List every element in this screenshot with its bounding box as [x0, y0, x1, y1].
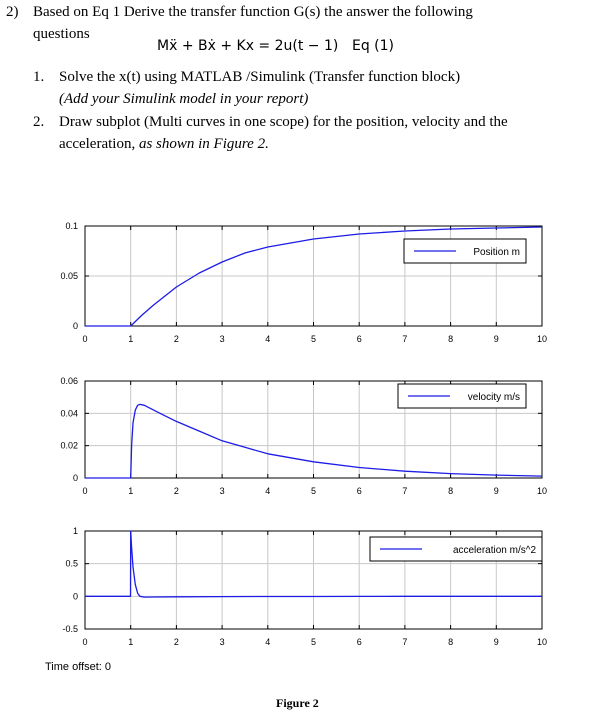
- x-tick-label: 10: [537, 486, 547, 496]
- legend: acceleration m/s^2: [369, 536, 543, 562]
- x-tick-label: 4: [265, 486, 270, 496]
- x-tick-label: 9: [494, 637, 499, 647]
- x-tick-label: 8: [448, 637, 453, 647]
- x-tick-label: 0: [82, 334, 87, 344]
- y-tick-label: 0.5: [65, 559, 78, 569]
- y-tick-label: 0.04: [60, 408, 78, 418]
- legend-label: acceleration m/s^2: [453, 545, 537, 556]
- y-tick-label: -0.5: [62, 624, 78, 634]
- series-line-1: [85, 226, 543, 327]
- item-1-text: Solve the x(t) using MATLAB /Simulink (T…: [59, 69, 461, 85]
- x-tick-label: 7: [402, 334, 407, 344]
- x-tick-label: 5: [311, 486, 316, 496]
- y-tick-label: 0: [73, 321, 78, 331]
- time-offset-value: 0: [104, 661, 112, 673]
- figure-caption: Figure 2: [276, 696, 319, 710]
- x-tick-label: 6: [357, 334, 362, 344]
- item-2-text-italic: as shown in Figure 2.: [138, 136, 269, 152]
- equation-label: Eq (1): [352, 38, 395, 54]
- equation: Mẍ + Bẋ + Kx = 2u(t − 1): [157, 38, 339, 54]
- x-tick-label: 3: [220, 637, 225, 647]
- series-line-1: [85, 403, 543, 479]
- time-offset: Time offset: 0: [45, 661, 111, 673]
- subplot-2: 0 1 2 3 4 5 6 7 8 9 10 0 0.02 0.04 0.06 velocity m/s: [60, 376, 547, 496]
- x-tick-label: 0: [82, 486, 87, 496]
- y-tick-label: 0.02: [60, 441, 78, 451]
- x-tick-label: 1: [128, 637, 133, 647]
- x-tick-label: 10: [537, 637, 547, 647]
- x-tick-label: 1: [128, 486, 133, 496]
- question-line-2: questions: [33, 26, 90, 42]
- x-tick-label: 6: [357, 637, 362, 647]
- item-2-number: 2.: [33, 114, 45, 130]
- y-tick-label: 0.05: [60, 271, 78, 281]
- y-tick-label: 0.06: [60, 376, 78, 386]
- y-tick-label: 1: [73, 526, 78, 536]
- subplot-1: 0 1 2 3 4 5 6 7 8 9 10 0 0.05 0.1 Position m: [60, 221, 547, 344]
- x-tick-label: 2: [174, 637, 179, 647]
- legend: velocity m/s: [397, 383, 527, 409]
- x-tick-label: 7: [402, 486, 407, 496]
- x-tick-label: 2: [174, 486, 179, 496]
- y-tick-label: 0: [73, 591, 78, 601]
- item-2-text-plain: acceleration,: [59, 136, 139, 152]
- x-tick-label: 8: [448, 486, 453, 496]
- subplot-3: 0 1 2 3 4 5 6 7 8 9 10 -0.5 0 0.5 1 acceleration m/s^2: [62, 526, 547, 647]
- legend-box: [369, 536, 543, 562]
- legend-label: Position m: [473, 247, 520, 258]
- x-tick-label: 1: [128, 334, 133, 344]
- x-tick-label: 4: [265, 334, 270, 344]
- x-tick-label: 3: [220, 486, 225, 496]
- x-tick-label: 9: [494, 334, 499, 344]
- x-tick-label: 10: [537, 334, 547, 344]
- x-tick-label: 6: [357, 486, 362, 496]
- x-tick-label: 4: [265, 637, 270, 647]
- x-tick-label: 7: [402, 637, 407, 647]
- question-number: 2): [6, 4, 19, 20]
- x-tick-label: 5: [311, 334, 316, 344]
- item-1-number: 1.: [33, 69, 45, 85]
- y-tick-label: 0.1: [65, 221, 78, 231]
- series-line-1: [85, 530, 542, 598]
- legend-label: velocity m/s: [468, 392, 520, 403]
- x-tick-label: 2: [174, 334, 179, 344]
- x-tick-label: 8: [448, 334, 453, 344]
- item-1-subtext: (Add your Simulink model in your report): [59, 91, 309, 107]
- x-tick-label: 9: [494, 486, 499, 496]
- time-offset-label: Time offset:: [45, 661, 102, 673]
- x-tick-label: 3: [220, 334, 225, 344]
- x-tick-label: 5: [311, 637, 316, 647]
- x-tick-label: 0: [82, 637, 87, 647]
- y-tick-label: 0: [73, 473, 78, 483]
- question-line-1: Based on Eq 1 Derive the transfer functi…: [33, 4, 473, 20]
- item-2-text-line-2: acceleration, as shown in Figure 2.: [59, 136, 269, 153]
- legend: Position m: [403, 238, 527, 264]
- item-2-text: Draw subplot (Multi curves in one scope)…: [59, 114, 508, 130]
